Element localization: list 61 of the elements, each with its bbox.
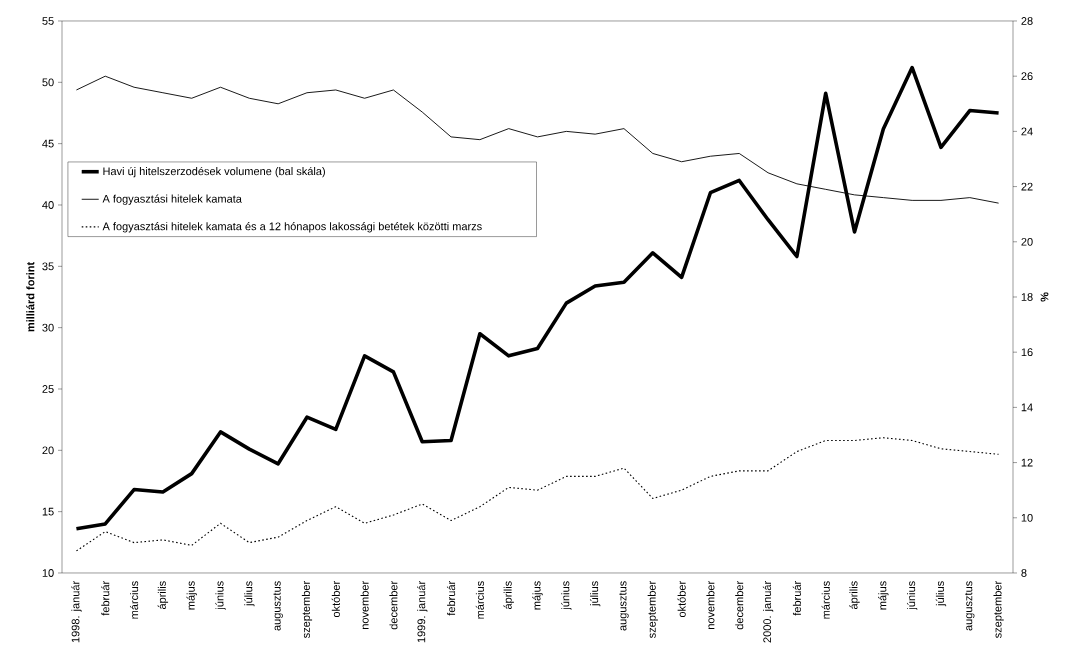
y-tick-label: 25 <box>42 385 54 393</box>
x-tick-label: június <box>215 581 226 610</box>
y2-tick-label: 12 <box>1021 458 1033 467</box>
x-tick-label: május <box>186 581 197 610</box>
x-tick-label: augusztus <box>273 581 283 631</box>
x-tick-label: szeptember <box>647 581 658 639</box>
legend-label: Havi új hitelszerzodések volumene (bal skála) <box>103 166 325 178</box>
x-tick-label: július <box>244 581 255 607</box>
x-tick-label: február <box>446 581 456 616</box>
x-tick-label: december <box>389 581 398 630</box>
x-tick-label: március <box>821 581 830 619</box>
x-tick-label: április <box>157 581 169 610</box>
line-series <box>74 65 1001 531</box>
y-tick-label: 30 <box>42 323 54 332</box>
y-tick-label: 55 <box>42 17 54 25</box>
y2-tick-label: 28 <box>1021 17 1033 25</box>
y2-tick-label: 24 <box>1021 127 1033 136</box>
y2-tick-label: 16 <box>1021 348 1033 357</box>
x-tick-label: december <box>735 581 744 630</box>
y-axis-title: milliárd forint <box>26 261 35 332</box>
y2-tick-label: 10 <box>1021 513 1033 522</box>
x-tick-label: 1999. január <box>417 581 428 643</box>
x-tick-label: július <box>589 581 601 607</box>
x-tick-label: szeptember <box>993 581 1004 639</box>
x-tick-label: 2000. január <box>762 581 774 643</box>
y-tick-label: 40 <box>42 201 54 209</box>
legend-label: A fogyasztási hitelek kamata és a 12 hónapos lakossági betétek közötti marzs <box>102 222 482 233</box>
x-tick-label: október <box>677 581 686 618</box>
x-tick-label: augusztus <box>619 581 629 631</box>
x-tick-label: május <box>878 581 889 610</box>
x-tick-label: 1998. január <box>71 581 82 643</box>
y-tick-label: 50 <box>42 78 54 87</box>
legend-label: A fogyasztási hitelek kamata <box>102 194 242 205</box>
y-tick-label: 10 <box>42 569 54 577</box>
y2-tick-label: 26 <box>1021 72 1033 81</box>
x-tick-label: július <box>935 581 947 607</box>
y-tick-label: 20 <box>42 446 54 455</box>
x-tick-label: szeptember <box>301 581 313 639</box>
x-tick-label: március <box>475 581 484 619</box>
y2-tick-label: 18 <box>1021 293 1033 301</box>
x-tick-label: február <box>792 581 801 616</box>
line-series <box>75 437 1000 552</box>
y2-axis-title: % <box>1040 292 1049 302</box>
x-tick-label: november <box>706 581 715 630</box>
y2-tick-label: 14 <box>1021 403 1033 412</box>
x-tick-label: április <box>849 581 860 610</box>
x-tick-label: november <box>360 581 369 630</box>
y-tick-label: 45 <box>42 139 54 148</box>
y-tick-label: 15 <box>42 507 54 516</box>
y2-tick-label: 20 <box>1021 237 1033 246</box>
y2-tick-label: 22 <box>1021 182 1033 191</box>
x-tick-label: október <box>331 581 340 618</box>
x-tick-label: június <box>906 581 918 610</box>
y2-tick-label: 8 <box>1021 569 1027 577</box>
x-tick-label: június <box>561 581 572 610</box>
x-tick-label: augusztus <box>965 581 975 631</box>
y-tick-label: 35 <box>42 262 54 271</box>
x-tick-label: február <box>101 581 110 616</box>
x-tick-label: március <box>129 581 139 619</box>
x-tick-label: május <box>532 581 543 610</box>
x-tick-label: április <box>503 581 514 610</box>
